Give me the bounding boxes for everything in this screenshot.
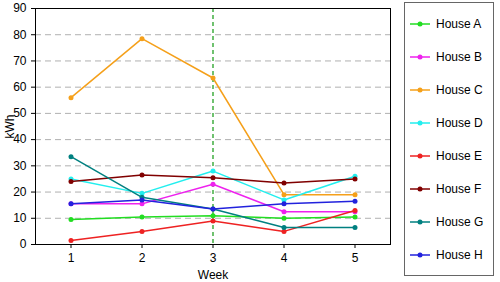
svg-text:0: 0 — [20, 237, 27, 251]
html-text:House D: House D — [436, 115, 483, 130]
html-text:House G: House G — [436, 214, 484, 229]
svg-text:60: 60 — [13, 80, 27, 94]
svg-text:80: 80 — [13, 28, 27, 42]
svg-text:50: 50 — [13, 106, 27, 121]
html-text:House A: House A — [436, 16, 482, 31]
svg-text:40: 40 — [13, 132, 27, 147]
html-text:House C: House C — [436, 82, 483, 97]
svg-text:4: 4 — [281, 251, 288, 265]
svg-text:90: 90 — [13, 1, 27, 15]
svg-text:5: 5 — [352, 251, 359, 265]
svg-text:kWh: kWh — [3, 115, 17, 139]
svg-text:Week: Week — [198, 268, 229, 282]
html-text:House H: House H — [436, 247, 483, 262]
svg-text:2: 2 — [139, 251, 146, 265]
svg-text:3: 3 — [210, 251, 217, 265]
svg-text:20: 20 — [13, 185, 27, 199]
html-text:House B: House B — [436, 49, 482, 64]
svg-text:70: 70 — [13, 54, 27, 68]
svg-text:30: 30 — [13, 159, 27, 173]
html-text:House F: House F — [436, 181, 482, 196]
html-text:House E: House E — [436, 148, 482, 163]
svg-text:10: 10 — [13, 211, 27, 225]
svg-text:1: 1 — [68, 251, 75, 265]
